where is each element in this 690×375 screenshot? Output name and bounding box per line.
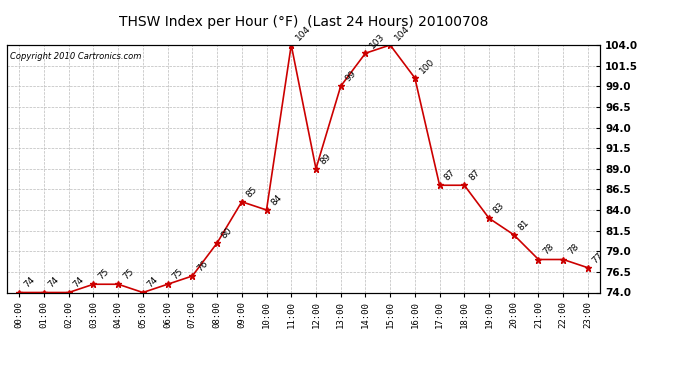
Text: 104: 104: [294, 24, 313, 42]
Text: Copyright 2010 Cartronics.com: Copyright 2010 Cartronics.com: [10, 53, 141, 62]
Text: 84: 84: [269, 193, 284, 207]
Text: 80: 80: [220, 226, 235, 240]
Text: 78: 78: [566, 242, 580, 257]
Text: 76: 76: [195, 259, 210, 273]
Text: THSW Index per Hour (°F)  (Last 24 Hours) 20100708: THSW Index per Hour (°F) (Last 24 Hours)…: [119, 15, 489, 29]
Text: 75: 75: [170, 267, 185, 282]
Text: 77: 77: [591, 251, 605, 265]
Text: 74: 74: [146, 275, 160, 290]
Text: 87: 87: [442, 168, 457, 183]
Text: 74: 74: [72, 275, 86, 290]
Text: 103: 103: [368, 32, 387, 51]
Text: 100: 100: [417, 57, 436, 75]
Text: 75: 75: [121, 267, 135, 282]
Text: 74: 74: [22, 275, 37, 290]
Text: 83: 83: [492, 201, 506, 216]
Text: 75: 75: [96, 267, 110, 282]
Text: 104: 104: [393, 24, 411, 42]
Text: 81: 81: [517, 217, 531, 232]
Text: 87: 87: [467, 168, 482, 183]
Text: 99: 99: [344, 69, 358, 84]
Text: 78: 78: [541, 242, 555, 257]
Text: 89: 89: [319, 152, 333, 166]
Text: 85: 85: [244, 184, 259, 199]
Text: 74: 74: [47, 275, 61, 290]
